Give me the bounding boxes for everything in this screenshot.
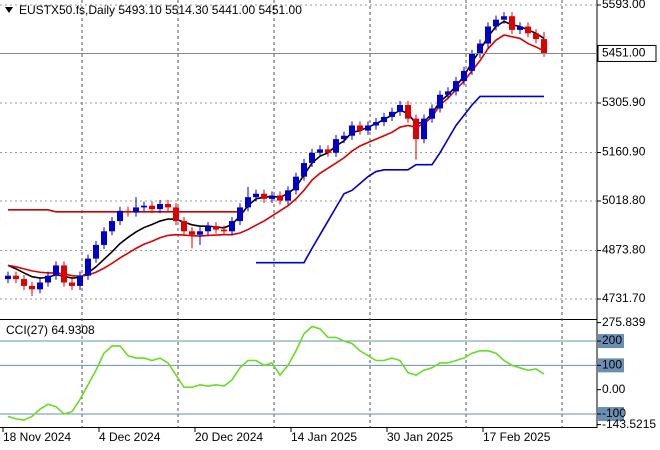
candle-body	[453, 81, 459, 92]
candle-body	[309, 152, 315, 164]
candle-body	[165, 203, 171, 208]
candle-body	[477, 43, 483, 54]
y-tick-label: 5593.00	[602, 0, 646, 11]
y-tick-label: 200	[602, 333, 622, 347]
level-label-box	[598, 334, 624, 349]
candle-body	[349, 125, 355, 136]
x-tick-label: 18 Nov 2024	[3, 430, 71, 444]
candle-body	[173, 207, 179, 222]
candle-body	[485, 26, 491, 44]
candle-body	[541, 39, 547, 54]
candle-body	[125, 210, 131, 213]
indicator-title: CCI(27) 64.9308	[6, 323, 95, 337]
level-label-box	[598, 407, 624, 422]
candle-body	[341, 135, 347, 140]
y-tick-label: 0.00	[602, 382, 626, 396]
y-tick-label: 275.839	[602, 315, 646, 329]
candle-body	[261, 193, 267, 199]
candle-body	[245, 197, 251, 208]
candle-body	[181, 221, 187, 232]
candle-body	[117, 210, 123, 222]
candle-body	[221, 229, 227, 232]
candle-body	[445, 91, 451, 95]
x-tick-label: 4 Dec 2024	[99, 430, 161, 444]
candle-body	[61, 265, 67, 283]
indicator-line	[8, 208, 240, 213]
candle-body	[205, 226, 211, 232]
y-tick-label: 4731.70	[602, 291, 646, 305]
last-price-box	[597, 44, 657, 62]
candle-body	[133, 207, 139, 213]
candle-body	[493, 19, 499, 27]
candle-body	[373, 122, 379, 126]
candle-body	[77, 275, 83, 286]
candle-body	[437, 94, 443, 109]
candle-body	[397, 104, 403, 112]
candle-body	[381, 116, 387, 123]
y-tick-label: 5305.90	[602, 95, 646, 109]
candle-body	[237, 207, 243, 222]
candle-body	[461, 70, 467, 82]
y-tick-label: 100	[602, 358, 622, 372]
x-tick-label: 20 Dec 2024	[195, 430, 263, 444]
candle-body	[301, 163, 307, 177]
candle-body	[85, 258, 91, 276]
candle-body	[365, 125, 371, 131]
candle-body	[109, 221, 115, 232]
candle-body	[285, 190, 291, 201]
last-price-label: 5451.00	[602, 46, 646, 60]
candle-body	[5, 275, 11, 280]
candle-body	[405, 104, 411, 119]
candle-body	[37, 282, 43, 290]
y-tick-label: -143.5215	[602, 417, 656, 431]
candle-body	[229, 221, 235, 232]
candle-body	[517, 26, 523, 30]
candle-body	[413, 118, 419, 140]
candle-body	[389, 111, 395, 117]
candle-body	[101, 231, 107, 245]
y-tick-label: 5160.90	[602, 145, 646, 159]
candle-body	[149, 205, 155, 210]
x-tick-label: 14 Jan 2025	[291, 430, 357, 444]
x-tick-label: 17 Feb 2025	[483, 430, 551, 444]
chart-title: EUSTX50.fs,Daily 5493.10 5514.30 5441.00…	[19, 3, 302, 17]
candle-body	[525, 26, 531, 34]
candle-body	[429, 108, 435, 119]
candle-body	[141, 205, 147, 208]
candle-body	[197, 231, 203, 235]
candle-body	[509, 16, 515, 30]
candle-body	[293, 176, 299, 191]
candle-body	[45, 275, 51, 283]
x-tick-label: 30 Jan 2025	[387, 430, 453, 444]
indicator-line	[256, 95, 544, 264]
candle-body	[357, 125, 363, 131]
candle-body	[253, 193, 259, 198]
candle-body	[533, 33, 539, 40]
candle-body	[21, 279, 27, 286]
candle-body	[53, 265, 59, 276]
candle-body	[421, 118, 427, 140]
candle-body	[213, 226, 219, 230]
candle-body	[13, 275, 19, 280]
menu-arrow	[5, 7, 13, 13]
candle-body	[189, 231, 195, 235]
y-tick-label: 5018.80	[602, 193, 646, 207]
candle-body	[93, 244, 99, 259]
candle-body	[29, 285, 35, 290]
y-tick-label: -100	[602, 406, 626, 420]
candle-body	[317, 149, 323, 153]
candle-body	[157, 203, 163, 210]
indicator-line	[7, 325, 545, 421]
candle-body	[277, 195, 283, 201]
candle-body	[269, 195, 275, 199]
candle-body	[325, 149, 331, 153]
y-tick-label: 4873.80	[602, 243, 646, 257]
candle-body	[501, 16, 507, 20]
level-label-box	[598, 358, 624, 373]
candle-body	[469, 53, 475, 71]
candle-body	[333, 139, 339, 153]
candle-body	[69, 282, 75, 286]
